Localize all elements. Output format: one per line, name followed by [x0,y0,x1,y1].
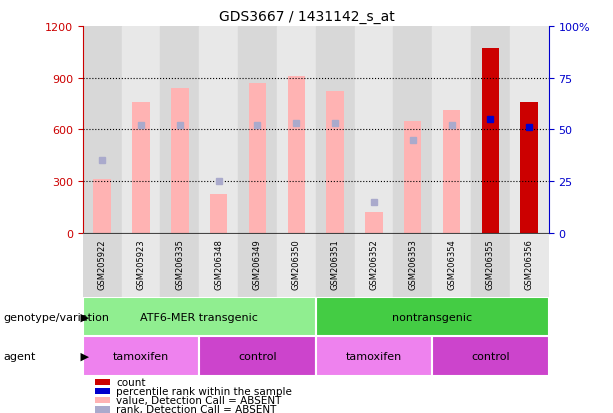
Text: tamoxifen: tamoxifen [346,351,402,361]
Text: GSM206354: GSM206354 [447,238,456,289]
Text: GSM206348: GSM206348 [214,238,223,289]
Bar [238,27,277,233]
Text: rank, Detection Call = ABSENT: rank, Detection Call = ABSENT [116,404,277,413]
Text: ▶: ▶ [77,351,89,361]
Text: GSM206349: GSM206349 [253,238,262,289]
Bar [404,121,422,233]
Text: control: control [471,351,510,361]
Bar [121,233,161,297]
Bar [93,180,111,233]
Bar [394,233,432,297]
Text: ▶: ▶ [77,312,89,322]
Bar [238,233,277,297]
Text: GDS3667 / 1431142_s_at: GDS3667 / 1431142_s_at [219,10,394,24]
Text: GSM206351: GSM206351 [330,238,340,289]
Text: GSM206350: GSM206350 [292,238,301,289]
Bar [365,213,383,233]
Bar [316,27,354,233]
Bar [199,27,238,233]
Text: GSM206352: GSM206352 [370,238,378,289]
Bar [432,233,471,297]
Text: GSM206355: GSM206355 [486,238,495,289]
Bar [471,233,510,297]
Bar [432,27,471,233]
Bar [249,83,266,233]
Text: value, Detection Call = ABSENT: value, Detection Call = ABSENT [116,395,282,405]
Bar [83,337,199,376]
Bar [199,337,316,376]
Text: agent: agent [3,351,36,361]
Text: nontransgenic: nontransgenic [392,312,472,322]
Bar [132,102,150,233]
Text: GSM206356: GSM206356 [525,238,534,289]
Bar [83,233,121,297]
Text: ATF6-MER transgenic: ATF6-MER transgenic [140,312,258,322]
Bar [277,233,316,297]
Bar [316,297,549,337]
Bar [432,337,549,376]
Bar [326,92,344,233]
Bar [510,233,549,297]
Bar [354,233,394,297]
Bar [161,233,199,297]
Text: control: control [238,351,277,361]
Bar [443,111,460,233]
Text: count: count [116,377,146,387]
Bar [210,195,227,233]
Bar [277,27,316,233]
Text: GSM205922: GSM205922 [97,238,107,289]
Text: GSM206335: GSM206335 [175,238,185,289]
Text: tamoxifen: tamoxifen [113,351,169,361]
Bar [471,27,510,233]
Bar [161,27,199,233]
Bar [354,27,394,233]
Bar [171,89,189,233]
Bar [394,27,432,233]
Bar [287,77,305,233]
Bar [520,102,538,233]
Bar [83,297,316,337]
Text: percentile rank within the sample: percentile rank within the sample [116,386,292,396]
Text: genotype/variation: genotype/variation [3,312,109,322]
Bar [83,27,121,233]
Bar [199,233,238,297]
Bar [510,27,549,233]
Bar [121,27,161,233]
Text: GSM205923: GSM205923 [137,238,145,289]
Text: GSM206353: GSM206353 [408,238,417,289]
Bar [316,233,354,297]
Bar [316,337,432,376]
Bar [482,49,499,233]
